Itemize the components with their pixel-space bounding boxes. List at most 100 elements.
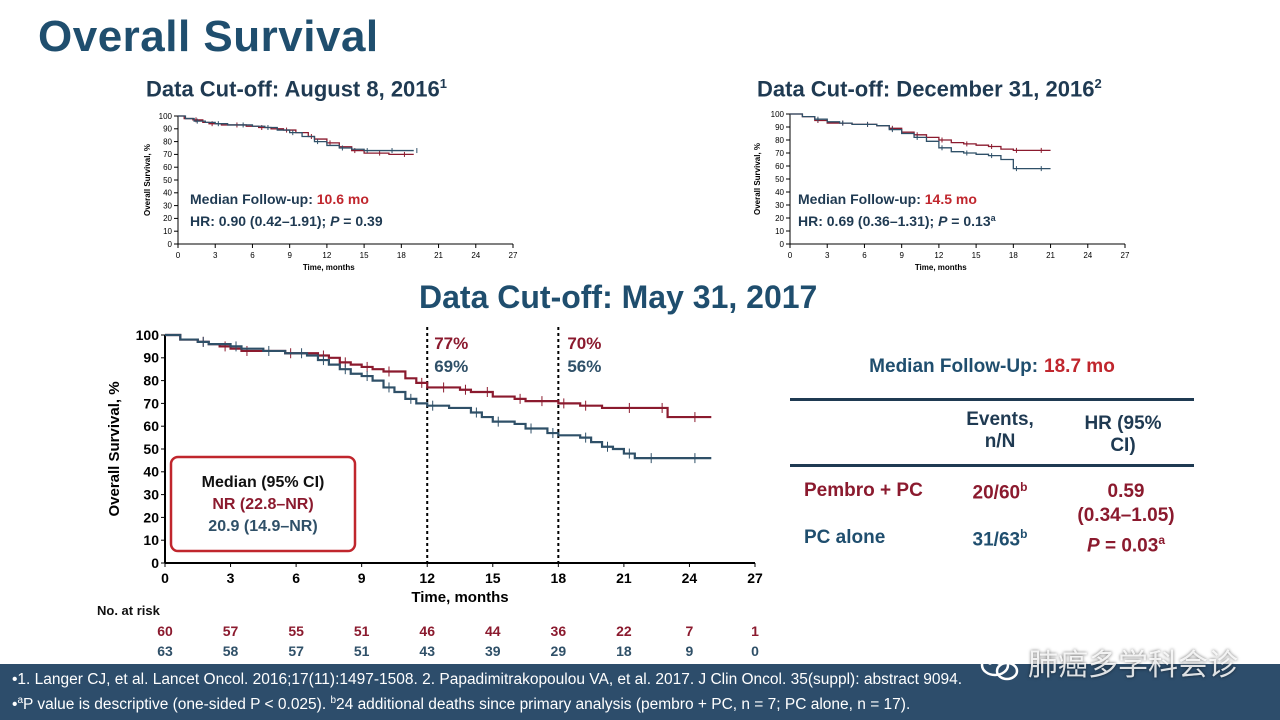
followup-text: Median Follow-up: 14.5 mo bbox=[798, 191, 977, 207]
y-tick-label: 70 bbox=[143, 395, 159, 411]
page-title: Overall Survival bbox=[38, 12, 379, 61]
y-tick-label: 20 bbox=[143, 509, 159, 525]
row-pembro-label: Pembro + PC bbox=[804, 480, 923, 501]
panel-dec2016-heading: Data Cut-off: December 31, 20162 bbox=[757, 76, 1102, 102]
hr-value: 0.59 (0.34–1.05) P = 0.03a bbox=[1056, 480, 1196, 558]
survival-curve-series-2 bbox=[165, 333, 712, 460]
panel-aug2016-heading: Data Cut-off: August 8, 20161 bbox=[146, 76, 447, 102]
landmark-18-pc: 56% bbox=[567, 357, 601, 376]
y-tick-label: 10 bbox=[775, 227, 784, 236]
y-tick-label: 10 bbox=[163, 227, 172, 236]
y-tick-label: 20 bbox=[775, 214, 784, 223]
x-tick-label: 27 bbox=[1121, 251, 1130, 260]
x-tick-label: 3 bbox=[825, 251, 830, 260]
col-header-hr-l2: CI) bbox=[1110, 435, 1136, 456]
footnote-a-marker: a bbox=[17, 695, 23, 706]
at-risk-pc-count: 39 bbox=[485, 643, 501, 659]
y-tick-label: 40 bbox=[143, 464, 159, 480]
at-risk-pembro-count: 1 bbox=[751, 623, 759, 639]
panel-may2017-heading: Data Cut-off: May 31, 2017 bbox=[419, 279, 818, 315]
y-tick-label: 80 bbox=[143, 373, 159, 389]
row-pc-events-value: 31/63 bbox=[972, 529, 1021, 551]
x-tick-label: 21 bbox=[1046, 251, 1055, 260]
x-tick-label: 18 bbox=[1009, 251, 1018, 260]
at-risk-pc-count: 58 bbox=[223, 643, 239, 659]
row-pembro-events-value: 20/60 bbox=[972, 482, 1021, 504]
at-risk-pc-count: 51 bbox=[354, 643, 370, 659]
x-tick-label: 15 bbox=[972, 251, 981, 260]
y-tick-label: 90 bbox=[163, 125, 172, 134]
hr-p-label: P bbox=[1086, 535, 1100, 557]
y-tick-label: 90 bbox=[143, 350, 159, 366]
y-tick-label: 80 bbox=[775, 136, 784, 145]
x-tick-label: 3 bbox=[227, 570, 235, 586]
at-risk-pc-count: 63 bbox=[157, 643, 173, 659]
median-pc: 20.9 (14.9–NR) bbox=[208, 518, 317, 535]
x-tick-label: 0 bbox=[161, 570, 169, 586]
survival-curve-series-1 bbox=[790, 113, 1051, 152]
y-tick-label: 70 bbox=[163, 150, 172, 159]
panel-dec2016-heading-ref: 2 bbox=[1094, 76, 1102, 91]
survival-curve-series-1 bbox=[165, 333, 712, 419]
x-tick-label: 6 bbox=[292, 570, 300, 586]
x-axis-label: Time, months bbox=[411, 589, 508, 606]
hr-text: HR: 0.69 (0.36–1.31); P = 0.13a bbox=[798, 213, 997, 229]
y-axis-label: Overall Survival, % bbox=[106, 381, 123, 516]
y-tick-label: 50 bbox=[143, 441, 159, 457]
footnote-b-text: 24 additional deaths since primary analy… bbox=[336, 696, 911, 714]
survival-curve-series-2 bbox=[178, 115, 414, 152]
y-tick-label: 30 bbox=[143, 487, 159, 503]
x-tick-label: 12 bbox=[322, 251, 331, 260]
col-header-hr: HR (95% CI) bbox=[1068, 413, 1178, 457]
y-tick-label: 100 bbox=[771, 110, 785, 119]
footnote-references: •1. Langer CJ, et al. Lancet Oncol. 2016… bbox=[12, 671, 963, 688]
footnotes: •1. Langer CJ, et al. Lancet Oncol. 2016… bbox=[0, 664, 1280, 720]
y-tick-label: 60 bbox=[143, 418, 159, 434]
km-chart-aug2016: 0 10 20 30 40 50 60 70 80 90 100 0 3 6 9 12 15 18 21 24 27 Ti… bbox=[143, 112, 518, 272]
at-risk-pc-count: 29 bbox=[551, 643, 567, 659]
followup-text: Median Follow-up: 10.6 mo bbox=[190, 191, 369, 207]
table-top-rule bbox=[790, 398, 1194, 401]
col-header-events: Events, n/N bbox=[940, 409, 1060, 453]
panel-aug2016-heading-text: Data Cut-off: August 8, 2016 bbox=[146, 76, 440, 102]
y-tick-label: 10 bbox=[143, 532, 159, 548]
y-axis-label: Overall Survival, % bbox=[143, 144, 152, 216]
y-tick-label: 0 bbox=[780, 240, 785, 249]
landmark-12-pc: 69% bbox=[434, 357, 468, 376]
footnote-notes: •aP value is descriptive (one-sided P < … bbox=[12, 690, 1280, 715]
x-tick-label: 3 bbox=[213, 251, 218, 260]
y-tick-label: 60 bbox=[775, 162, 784, 171]
x-tick-label: 9 bbox=[899, 251, 904, 260]
x-axis-label: Time, months bbox=[303, 263, 355, 272]
at-risk-pc-count: 18 bbox=[616, 643, 632, 659]
x-tick-label: 24 bbox=[1083, 251, 1092, 260]
hr-p-value: P = 0.03a bbox=[1056, 528, 1196, 558]
landmark-12-pembro: 77% bbox=[434, 334, 468, 353]
wechat-icon bbox=[980, 653, 1019, 681]
y-tick-label: 40 bbox=[775, 188, 784, 197]
y-tick-label: 0 bbox=[151, 555, 159, 571]
y-tick-label: 80 bbox=[163, 137, 172, 146]
y-tick-label: 20 bbox=[163, 214, 172, 223]
y-tick-label: 40 bbox=[163, 189, 172, 198]
footnote-b-marker: b bbox=[330, 695, 337, 706]
hr-p-number: = 0.03 bbox=[1099, 535, 1159, 557]
y-axis-label: Overall Survival, % bbox=[753, 143, 762, 215]
landmark-18-pembro: 70% bbox=[567, 334, 601, 353]
median-box bbox=[169, 455, 357, 553]
x-tick-label: 21 bbox=[616, 570, 632, 586]
at-risk-pembro-count: 46 bbox=[419, 623, 435, 639]
col-header-events-l2: n/N bbox=[984, 431, 1016, 452]
at-risk-pc-count: 9 bbox=[686, 643, 694, 659]
col-header-events-l1: Events, bbox=[966, 409, 1034, 430]
hr-text: HR: 0.90 (0.42–1.91); P = 0.39 bbox=[190, 213, 383, 229]
row-pc-events-ref: b bbox=[1020, 527, 1028, 541]
at-risk-pc-count: 0 bbox=[751, 643, 759, 659]
at-risk-pembro-count: 60 bbox=[157, 623, 173, 639]
x-tick-label: 6 bbox=[862, 251, 867, 260]
y-tick-label: 0 bbox=[168, 240, 173, 249]
y-tick-label: 90 bbox=[775, 123, 784, 132]
x-tick-label: 18 bbox=[397, 251, 406, 260]
x-tick-label: 15 bbox=[485, 570, 501, 586]
